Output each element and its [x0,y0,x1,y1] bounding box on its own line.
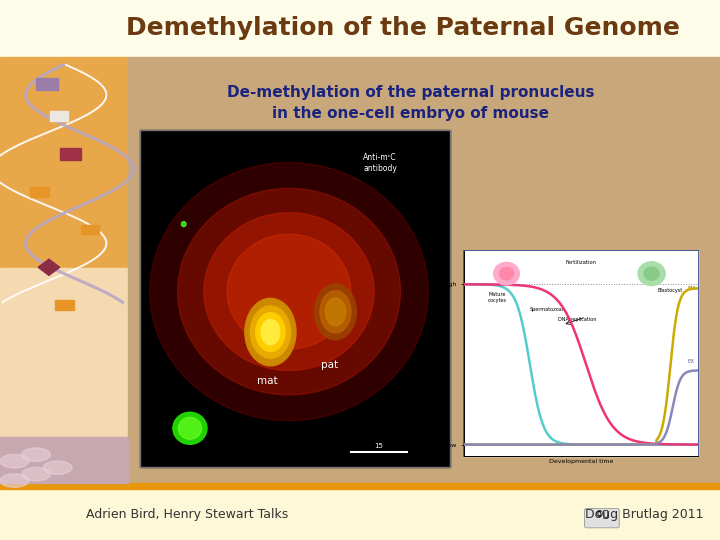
Text: DNA replication: DNA replication [557,317,596,322]
Text: ©Ⓟ: ©Ⓟ [595,510,609,519]
Circle shape [644,267,659,280]
Circle shape [500,267,513,280]
Bar [464,251,698,456]
FancyBboxPatch shape [585,509,619,528]
Bar [140,130,450,467]
Bar [0,0,720,57]
Bar [0,57,128,268]
Polygon shape [38,259,60,275]
Ellipse shape [173,412,207,444]
Text: Anti-mᶜC
antibody: Anti-mᶜC antibody [364,153,397,173]
Y-axis label: Methylation: Methylation [434,335,439,372]
Ellipse shape [0,455,29,468]
Ellipse shape [150,163,428,421]
Text: De-methylation of the paternal pronucleus
in the one-cell embryo of mouse: De-methylation of the paternal pronucleu… [227,85,594,120]
Ellipse shape [22,448,50,461]
Bar [50,111,68,121]
Text: pat: pat [320,360,338,369]
Bar [36,78,58,90]
Ellipse shape [227,234,351,349]
Text: Blastocyst: Blastocyst [657,288,683,293]
Text: Fertilization: Fertilization [566,260,597,266]
Text: 15: 15 [374,443,383,449]
Ellipse shape [204,213,374,370]
Text: mat: mat [257,376,278,387]
Ellipse shape [245,298,296,366]
Ellipse shape [22,467,50,481]
Ellipse shape [181,221,186,227]
Ellipse shape [43,461,72,475]
Bar [0,437,128,483]
Ellipse shape [178,188,400,395]
Text: EM: EM [688,286,696,291]
Text: Doug Brutlag 2011: Doug Brutlag 2011 [585,508,703,521]
Text: Spermatozoan: Spermatozoan [530,307,566,312]
Ellipse shape [179,417,202,439]
Bar [30,187,49,197]
Bar [0,268,128,489]
Bar [0,483,128,489]
Ellipse shape [315,284,356,340]
Bar [140,130,450,467]
Bar [55,300,74,310]
Ellipse shape [0,474,29,487]
Bar [60,148,81,160]
Ellipse shape [325,298,346,326]
Ellipse shape [261,320,280,345]
Text: Adrien Bird, Henry Stewart Talks: Adrien Bird, Henry Stewart Talks [86,508,288,521]
Ellipse shape [256,313,285,352]
Text: EX: EX [688,360,695,365]
Text: Mature
oocytes: Mature oocytes [487,292,507,303]
Bar [464,251,698,456]
Bar [128,57,720,489]
Circle shape [494,262,519,285]
Bar [0,489,720,540]
X-axis label: Developmental time: Developmental time [549,459,613,464]
Bar [128,483,720,489]
Circle shape [638,262,665,286]
Ellipse shape [320,291,351,333]
Bar [81,225,99,234]
Text: Demethylation of the Paternal Genome: Demethylation of the Paternal Genome [126,16,680,40]
Ellipse shape [251,306,291,358]
